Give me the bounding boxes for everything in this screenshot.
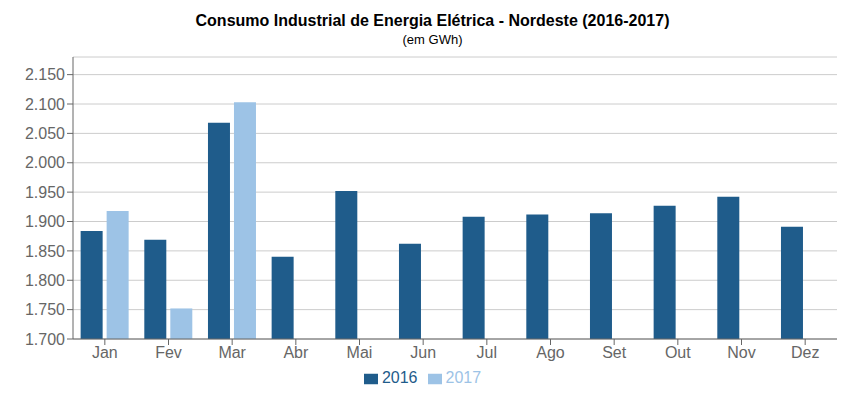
svg-text:Abr: Abr xyxy=(283,344,309,361)
svg-text:Fev: Fev xyxy=(155,344,182,361)
svg-text:1.850: 1.850 xyxy=(25,243,65,260)
svg-text:Mai: Mai xyxy=(347,344,373,361)
html-text:2017: 2017 xyxy=(445,369,482,386)
svg-text:1.900: 1.900 xyxy=(25,213,65,230)
svg-text:Jul: Jul xyxy=(477,344,497,361)
svg-text:Set: Set xyxy=(602,344,627,361)
svg-text:1.950: 1.950 xyxy=(25,184,65,201)
svg-text:Nov: Nov xyxy=(727,344,755,361)
svg-text:2.050: 2.050 xyxy=(25,125,65,142)
svg-text:Out: Out xyxy=(665,344,691,361)
html-text:Consumo Industrial de Energia: Consumo Industrial de Energia Elétrica -… xyxy=(195,12,670,29)
svg-text:Mar: Mar xyxy=(218,344,246,361)
svg-text:1.750: 1.750 xyxy=(25,301,65,318)
svg-text:Ago: Ago xyxy=(536,344,565,361)
svg-text:2.000: 2.000 xyxy=(25,154,65,171)
html-text:2016: 2016 xyxy=(381,369,418,386)
html-text:(em GWh): (em GWh) xyxy=(402,32,463,47)
svg-text:Jun: Jun xyxy=(410,344,436,361)
svg-text:Dez: Dez xyxy=(791,344,819,361)
svg-text:Jan: Jan xyxy=(92,344,118,361)
svg-text:2.100: 2.100 xyxy=(25,96,65,113)
svg-text:1.800: 1.800 xyxy=(25,272,65,289)
svg-text:1.700: 1.700 xyxy=(25,331,65,348)
svg-text:2.150: 2.150 xyxy=(25,66,65,83)
